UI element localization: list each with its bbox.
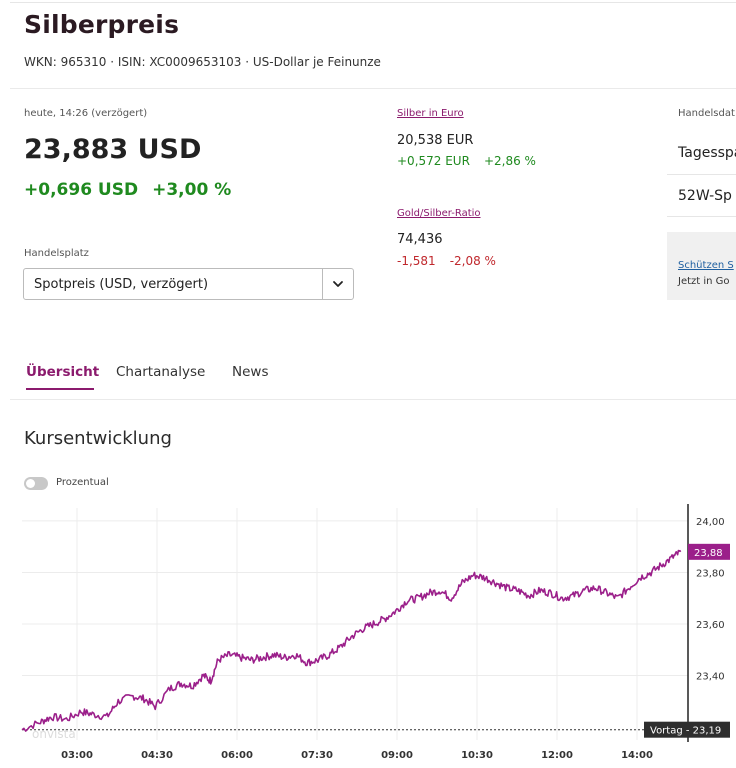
handelsplatz-label: Handelsplatz <box>24 248 89 259</box>
watermark-text: onvista <box>32 727 76 741</box>
tab-label: Übersicht <box>26 364 100 380</box>
y-tick-label: 23,80 <box>696 568 725 579</box>
divider <box>10 88 736 89</box>
x-tick-label: 04:30 <box>141 750 173 761</box>
handelsdaten-label: Handelsdat <box>678 108 735 119</box>
y-tick-label: 23,40 <box>696 672 725 683</box>
y-tick-label: 24,00 <box>696 517 725 528</box>
vortag-tag <box>644 721 730 738</box>
silber-euro-change-abs: +0,572 EUR <box>397 154 470 168</box>
silber-euro-change-pct: +2,86 % <box>483 154 536 168</box>
row-divider <box>667 216 736 217</box>
x-tick-label: 12:00 <box>541 750 573 761</box>
silber-in-euro-link[interactable]: Silber in Euro <box>397 108 464 119</box>
52w-spanne-label: 52W-Sp <box>678 188 732 204</box>
handelsplatz-select[interactable]: Spotpreis (USD, verzögert) <box>23 268 354 300</box>
x-tick-label: 14:00 <box>621 750 653 761</box>
handelsplatz-selected: Spotpreis (USD, verzögert) <box>34 277 209 292</box>
price-line <box>21 549 682 732</box>
x-tick-label: 09:00 <box>381 750 413 761</box>
divider <box>10 399 736 400</box>
promo-link[interactable]: Schützen S <box>678 260 734 271</box>
x-tick-label: 10:30 <box>461 750 493 761</box>
quote-change-pct: +3,00 % <box>152 180 232 200</box>
quote-change-abs: +0,696 USD <box>24 180 139 200</box>
quote-date-label: heute, 14:26 (verzögert) <box>24 108 148 119</box>
x-tick-label: 06:00 <box>221 750 253 761</box>
promo-box: Schützen S Jetzt in Go <box>667 232 736 300</box>
quote-change: +0,696 USD +3,00 % <box>24 180 231 200</box>
chevron-down-icon[interactable] <box>331 277 345 291</box>
y-tick-label: 23,60 <box>696 620 725 631</box>
toggle-knob <box>26 479 35 488</box>
section-title: Kursentwicklung <box>24 428 172 449</box>
ratio-change-pct: -2,08 % <box>449 254 496 268</box>
row-divider <box>667 174 736 175</box>
price-chart[interactable]: 24,00 23,80 23,60 23,40 03:00 04:30 06:00 07:30… <box>0 500 736 768</box>
current-value-tag <box>688 543 730 560</box>
vortag-label: Vortag - 23,19 <box>650 726 721 737</box>
current-value-label: 23,88 <box>694 548 723 559</box>
quote-price: 23,883 USD <box>24 134 202 165</box>
tagesspanne-label: Tagesspa <box>678 145 736 161</box>
tab-uebersicht[interactable]: Übersicht <box>26 364 100 390</box>
x-tick-label: 07:30 <box>301 750 333 761</box>
prozentual-toggle[interactable] <box>24 477 48 490</box>
x-tick-label: 03:00 <box>61 750 93 761</box>
ratio-value: 74,436 <box>397 232 443 247</box>
tab-news[interactable]: News <box>232 364 269 380</box>
tab-active-indicator <box>26 388 94 390</box>
gold-silber-ratio-link[interactable]: Gold/Silber-Ratio <box>397 208 481 219</box>
instrument-subtitle: WKN: 965310 · ISIN: XC0009653103 · US-Do… <box>24 55 381 69</box>
prozentual-label: Prozentual <box>56 477 109 488</box>
ratio-change: -1,581 -2,08 % <box>397 254 496 268</box>
silber-euro-value: 20,538 EUR <box>397 133 474 148</box>
promo-text: Jetzt in Go <box>678 276 730 287</box>
page-title: Silberpreis <box>24 10 180 39</box>
silber-euro-change: +0,572 EUR +2,86 % <box>397 154 536 168</box>
top-border <box>10 2 736 3</box>
select-separator <box>322 269 323 299</box>
ratio-change-abs: -1,581 <box>397 254 436 268</box>
tab-chartanalyse[interactable]: Chartanalyse <box>116 364 206 380</box>
